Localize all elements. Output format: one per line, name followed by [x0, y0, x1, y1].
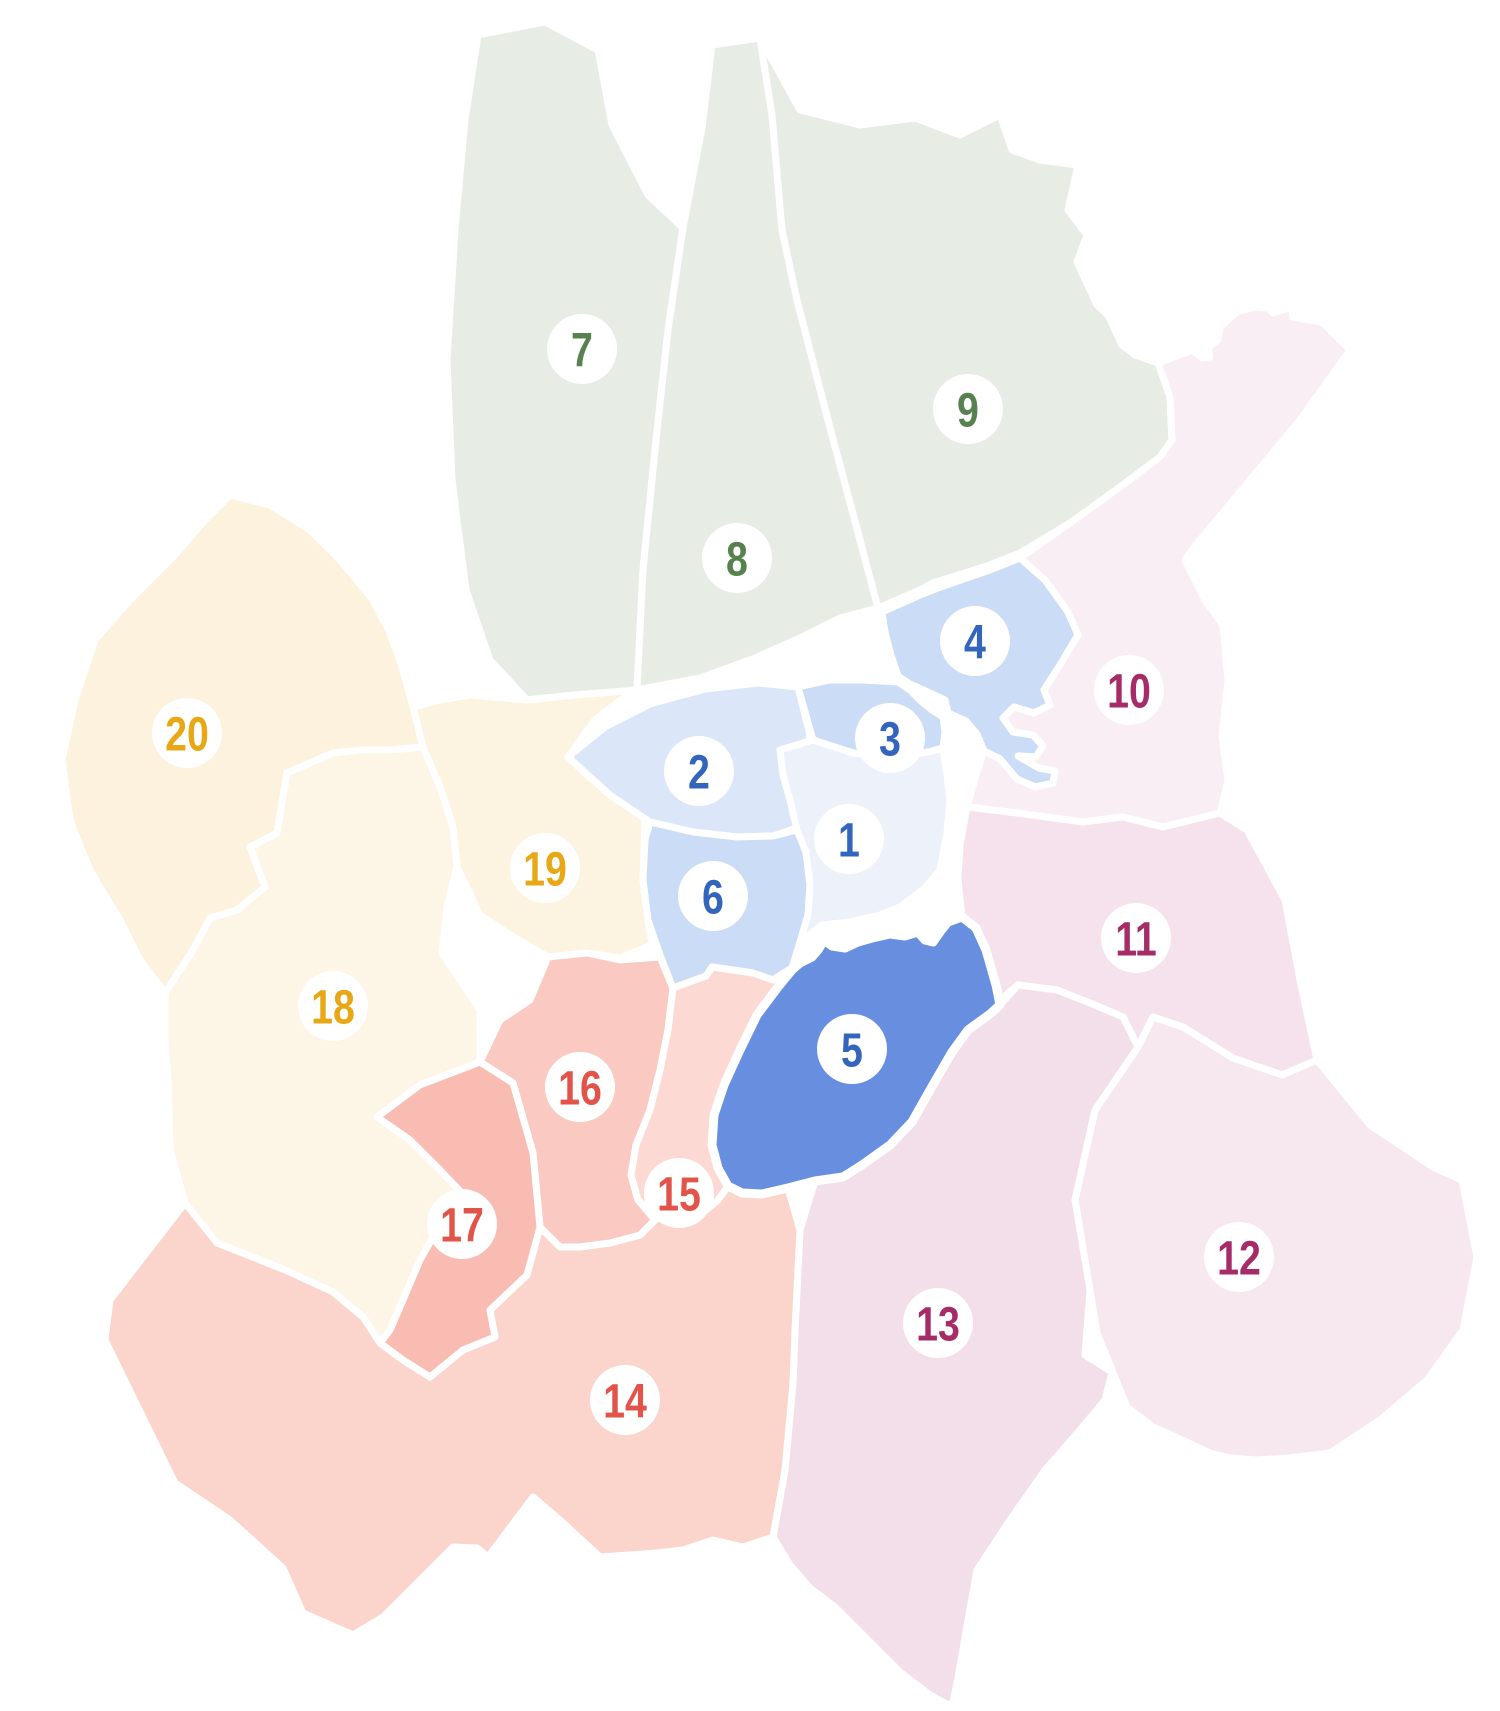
district-19-badge[interactable]: 19	[510, 833, 580, 903]
district-14-badge[interactable]: 14	[590, 1365, 660, 1435]
district-11-badge[interactable]: 11	[1101, 903, 1171, 973]
district-9-badge-circle[interactable]	[933, 374, 1003, 444]
district-7-badge-circle[interactable]	[547, 314, 617, 384]
district-20-badge-circle[interactable]	[152, 698, 222, 768]
district-18-badge-circle[interactable]	[298, 971, 368, 1041]
district-3-badge-circle[interactable]	[855, 703, 925, 773]
district-12[interactable]	[1071, 1013, 1481, 1464]
district-10-badge[interactable]: 10	[1094, 655, 1164, 725]
district-15-badge[interactable]: 15	[644, 1158, 714, 1228]
district-19-badge-circle[interactable]	[510, 833, 580, 903]
district-16-badge-circle[interactable]	[545, 1052, 615, 1122]
district-5-badge[interactable]: 5	[817, 1014, 887, 1084]
district-11-badge-circle[interactable]	[1101, 903, 1171, 973]
district-17-badge[interactable]: 17	[427, 1189, 497, 1259]
district-14-badge-circle[interactable]	[590, 1365, 660, 1435]
district-13-badge-circle[interactable]	[903, 1288, 973, 1358]
district-2-badge-circle[interactable]	[664, 736, 734, 806]
district-6-badge-circle[interactable]	[678, 861, 748, 931]
district-6-badge[interactable]: 6	[678, 861, 748, 931]
district-20-badge[interactable]: 20	[152, 698, 222, 768]
district-17-badge-circle[interactable]	[427, 1189, 497, 1259]
district-10-badge-circle[interactable]	[1094, 655, 1164, 725]
district-8-badge[interactable]: 8	[702, 523, 772, 593]
district-18-badge[interactable]: 18	[298, 971, 368, 1041]
district-9-badge[interactable]: 9	[933, 374, 1003, 444]
district-8-badge-circle[interactable]	[702, 523, 772, 593]
district-1-badge-circle[interactable]	[814, 804, 884, 874]
district-15-badge-circle[interactable]	[644, 1158, 714, 1228]
district-1-badge[interactable]: 1	[814, 804, 884, 874]
district-5-badge-circle[interactable]	[817, 1014, 887, 1084]
district-7-badge[interactable]: 7	[547, 314, 617, 384]
district-4-badge[interactable]: 4	[940, 606, 1010, 676]
district-13-badge[interactable]: 13	[903, 1288, 973, 1358]
district-12-badge[interactable]: 12	[1204, 1222, 1274, 1292]
district-2-badge[interactable]: 2	[664, 736, 734, 806]
district-3-badge[interactable]: 3	[855, 703, 925, 773]
district-12-region[interactable]	[1071, 1013, 1481, 1464]
district-12-badge-circle[interactable]	[1204, 1222, 1274, 1292]
district-16-badge[interactable]: 16	[545, 1052, 615, 1122]
district-4-badge-circle[interactable]	[940, 606, 1010, 676]
